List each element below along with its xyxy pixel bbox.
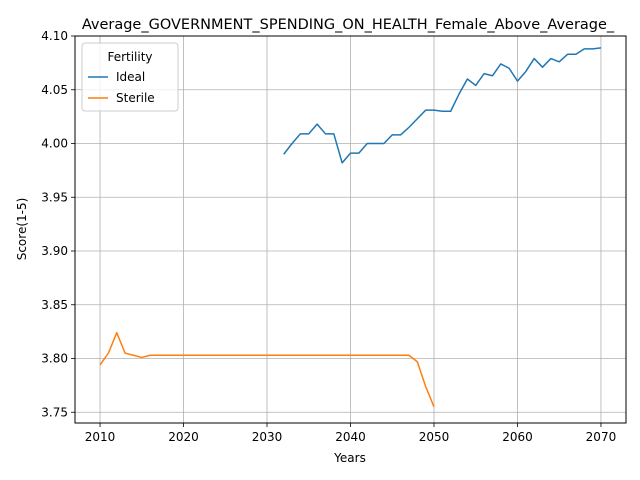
y-tick-label: 4.05 bbox=[41, 83, 68, 97]
y-axis-label: Score(1-5) bbox=[15, 198, 29, 261]
y-tick-label: 3.95 bbox=[41, 190, 68, 204]
x-tick-label: 2050 bbox=[419, 430, 450, 444]
x-tick-label: 2040 bbox=[335, 430, 366, 444]
y-tick-label: 3.80 bbox=[41, 352, 68, 366]
legend: Fertility Ideal Sterile bbox=[82, 43, 178, 111]
x-tick-label: 2060 bbox=[502, 430, 533, 444]
y-tick-label: 3.85 bbox=[41, 298, 68, 312]
x-tick-label: 2070 bbox=[586, 430, 617, 444]
x-tick-label: 2030 bbox=[252, 430, 283, 444]
legend-title: Fertility bbox=[107, 50, 152, 64]
x-axis-label: Years bbox=[333, 451, 366, 465]
y-tick-label: 4.00 bbox=[41, 137, 68, 151]
x-tick-label: 2010 bbox=[85, 430, 116, 444]
legend-label-sterile: Sterile bbox=[116, 91, 155, 105]
x-tick-label: 2020 bbox=[168, 430, 199, 444]
y-tick-label: 3.90 bbox=[41, 244, 68, 258]
chart-title: Average_GOVERNMENT_SPENDING_ON_HEALTH_Fe… bbox=[82, 17, 615, 33]
y-tick-label: 4.10 bbox=[41, 29, 68, 43]
legend-label-ideal: Ideal bbox=[116, 70, 145, 84]
y-tick-label: 3.75 bbox=[41, 405, 68, 419]
